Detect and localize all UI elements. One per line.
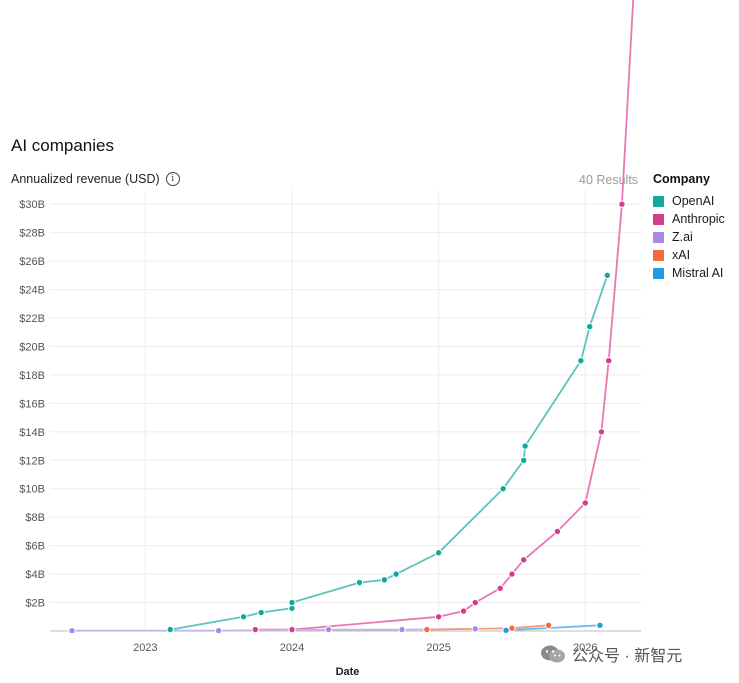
x-tick-label: 2024 xyxy=(280,642,304,654)
legend-swatch xyxy=(653,231,664,243)
legend-swatch xyxy=(653,267,664,279)
chart-title: AI companies xyxy=(11,136,114,155)
legend-label: Anthropic xyxy=(672,212,725,226)
data-point-xai xyxy=(423,625,431,633)
y-tick-label: $28B xyxy=(19,228,45,240)
data-point-z-ai xyxy=(471,625,479,633)
data-point-z-ai xyxy=(68,627,76,633)
data-point-z-ai xyxy=(214,627,223,633)
subtitle-text: Annualized revenue (USD) xyxy=(11,172,160,186)
legend-label: Mistral AI xyxy=(672,266,724,280)
legend: Company OpenAI Anthropic Z.ai xAI Mistral AI xyxy=(653,172,725,282)
y-tick-label: $4B xyxy=(25,569,45,581)
chart-subtitle: Annualized revenue (USD) i xyxy=(11,172,180,186)
data-point-z-ai xyxy=(398,625,406,633)
data-point-openai xyxy=(166,625,174,633)
data-point-z-ai xyxy=(324,625,333,633)
legend-label: Z.ai xyxy=(672,230,693,244)
x-axis-label: Date xyxy=(336,666,360,678)
y-tick-label: $8B xyxy=(25,512,45,524)
x-tick-label: 2023 xyxy=(133,642,157,654)
x-tick-label: 2025 xyxy=(426,642,450,654)
data-point-anthropic xyxy=(519,556,528,564)
wechat-icon xyxy=(541,645,565,663)
watermark-text: 公众号 · 新智元 xyxy=(572,648,683,665)
legend-item-mistral-ai[interactable]: Mistral AI xyxy=(653,264,725,282)
watermark: 公众号 · 新智元 xyxy=(540,642,682,666)
y-tick-label: $6B xyxy=(25,541,45,553)
info-icon[interactable]: i xyxy=(165,172,180,186)
data-point-openai xyxy=(257,608,265,617)
legend-item-anthropic[interactable]: Anthropic xyxy=(653,210,725,228)
legend-swatch xyxy=(653,249,664,261)
y-tick-label: $12B xyxy=(19,455,45,467)
y-tick-label: $30B xyxy=(19,199,45,211)
y-tick-label: $2B xyxy=(25,598,45,610)
legend-item-xai[interactable]: xAI xyxy=(653,246,725,264)
data-point-anthropic xyxy=(618,200,626,208)
data-point-openai xyxy=(603,271,611,280)
y-tick-label: $14B xyxy=(19,427,45,439)
legend-label: OpenAI xyxy=(672,194,715,208)
data-point-anthropic xyxy=(434,613,443,621)
y-tick-label: $22B xyxy=(19,313,45,325)
data-point-openai xyxy=(392,570,400,578)
series-line-mistral-ai xyxy=(506,624,600,632)
data-point-openai xyxy=(519,456,528,464)
data-point-xai xyxy=(544,621,553,630)
y-tick-label: $18B xyxy=(19,370,45,382)
data-point-anthropic xyxy=(597,428,606,436)
data-point-openai xyxy=(585,322,594,331)
y-tick-label: $16B xyxy=(19,398,45,410)
data-point-openai xyxy=(499,485,507,493)
data-point-anthropic xyxy=(581,499,589,507)
data-point-anthropic xyxy=(496,584,504,593)
legend-label: xAI xyxy=(672,248,691,262)
legend-title: Company xyxy=(653,172,710,186)
legend-swatch xyxy=(653,213,664,225)
y-tick-label: $10B xyxy=(19,484,45,496)
legend-item-z-ai[interactable]: Z.ai xyxy=(653,228,725,246)
data-point-anthropic xyxy=(288,625,296,633)
data-point-mistral-ai xyxy=(596,621,604,630)
y-tick-label: $24B xyxy=(19,285,45,297)
data-point-anthropic xyxy=(251,625,260,633)
data-point-anthropic xyxy=(471,598,479,607)
y-tick-label: $20B xyxy=(19,341,45,353)
data-point-anthropic xyxy=(508,570,516,578)
data-point-openai xyxy=(577,357,585,365)
data-point-mistral-ai xyxy=(502,626,510,633)
data-point-anthropic xyxy=(553,527,562,536)
series-line-anthropic xyxy=(255,0,635,631)
legend-swatch xyxy=(653,195,664,207)
x-tick-label: 2026 xyxy=(573,642,597,654)
data-point-openai xyxy=(434,549,443,557)
data-point-anthropic xyxy=(605,357,613,365)
series-line-openai xyxy=(170,275,609,631)
y-tick-label: $26B xyxy=(19,256,45,268)
data-point-openai xyxy=(288,598,296,607)
data-point-openai xyxy=(239,613,248,621)
data-point-anthropic xyxy=(459,607,468,615)
legend-item-openai[interactable]: OpenAI xyxy=(653,192,725,210)
data-point-openai xyxy=(355,578,364,587)
data-point-openai xyxy=(380,576,389,584)
data-point-openai xyxy=(521,442,529,450)
